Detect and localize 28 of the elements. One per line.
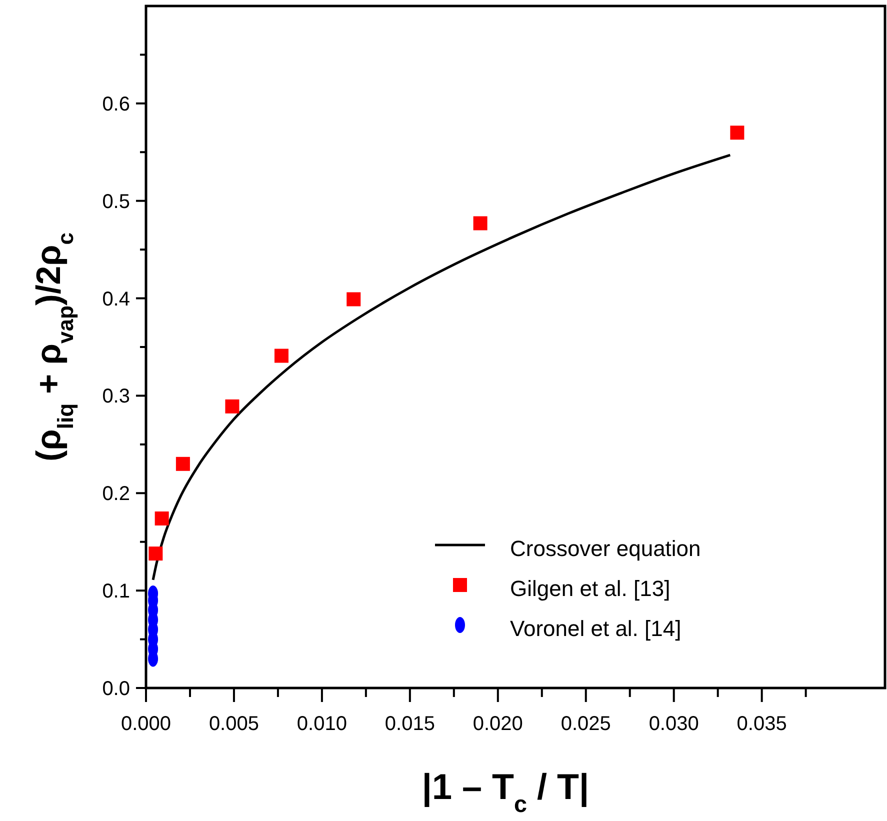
x-tick-label: 0.030 bbox=[648, 713, 699, 735]
y-tick-label: 0.4 bbox=[102, 288, 130, 310]
y-tick-label: 0.6 bbox=[102, 93, 130, 116]
point bbox=[154, 511, 169, 526]
point bbox=[730, 126, 744, 140]
point bbox=[176, 456, 190, 471]
x-tick-label: 0.015 bbox=[384, 713, 435, 735]
point bbox=[346, 292, 361, 306]
x-tick-label: 0.000 bbox=[120, 713, 172, 735]
x-tick-label: 0.025 bbox=[560, 713, 611, 735]
point bbox=[473, 216, 488, 230]
y-tick-label: 0.1 bbox=[102, 580, 130, 603]
y-tick-label: 0.0 bbox=[102, 678, 130, 700]
x-axis-title: |1 – T$_{c}$ / T| bbox=[422, 766, 590, 817]
point bbox=[148, 546, 163, 561]
legend-label: Crossover equation bbox=[510, 536, 701, 561]
x-tick-label: 0.020 bbox=[472, 713, 523, 735]
x-tick-label: 0.010 bbox=[296, 713, 347, 735]
y-tick-label: 0.5 bbox=[102, 190, 130, 213]
y-tick-label: 0.2 bbox=[102, 483, 130, 506]
point bbox=[225, 399, 240, 414]
y-tick-label: 0.3 bbox=[102, 386, 130, 408]
point bbox=[274, 348, 288, 363]
line-series bbox=[152, 154, 732, 582]
legend-label: Gilgen et al. [13] bbox=[510, 576, 670, 601]
x-tick-label: 0.035 bbox=[736, 713, 787, 735]
legend-label: Voronel et al. [14] bbox=[510, 616, 682, 641]
x-tick-label: 0.005 bbox=[208, 713, 260, 735]
